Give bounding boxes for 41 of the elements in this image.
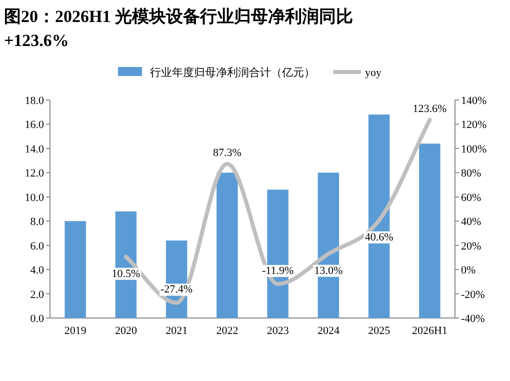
x-tick-label: 2023 — [266, 325, 290, 337]
data-label: 123.6% — [412, 102, 447, 115]
y-tick-label: 18.0 — [24, 95, 44, 107]
y2-tick-label: -40% — [461, 313, 485, 325]
y2-tick-label: 140% — [461, 95, 487, 107]
x-tick-label: 2025 — [368, 325, 391, 337]
data-label: 10.5% — [112, 268, 140, 280]
y-tick-label: 6.0 — [30, 240, 44, 252]
y2-tick-label: 0% — [461, 264, 476, 277]
y-tick-label: 0.0 — [30, 313, 44, 325]
y-tick-label: 16.0 — [24, 119, 44, 132]
x-tick-label: 2020 — [114, 325, 138, 337]
y-tick-label: 10.0 — [24, 192, 44, 204]
bar — [216, 172, 238, 318]
y-tick-label: 8.0 — [30, 216, 44, 228]
data-label: 13.0% — [314, 264, 343, 277]
data-label: -27.4% — [160, 284, 193, 296]
y-tick-label: 4.0 — [30, 264, 44, 277]
data-label: -11.9% — [262, 264, 294, 277]
x-tick-label: 2024 — [317, 325, 340, 337]
y2-tick-label: -20% — [461, 288, 485, 301]
y2-tick-label: 120% — [461, 119, 487, 132]
x-tick-label: 2021 — [166, 325, 188, 337]
legend-label: yoy — [365, 67, 382, 79]
y-tick-label: 14.0 — [24, 143, 44, 156]
y2-tick-label: 100% — [461, 143, 487, 156]
data-label: 87.3% — [212, 146, 242, 159]
x-tick-label: 2022 — [216, 325, 238, 337]
bar — [419, 144, 440, 318]
y-tick-label: 12.0 — [24, 168, 44, 180]
y2-tick-label: 40% — [461, 216, 482, 228]
data-label: 40.6% — [364, 231, 394, 244]
legend-label: 行业年度归母净利润合计（亿元） — [150, 66, 315, 79]
y2-tick-label: 60% — [461, 192, 482, 204]
y2-tick-label: 20% — [461, 240, 482, 252]
x-tick-label: 2019 — [64, 325, 87, 337]
y2-tick-label: 80% — [461, 168, 482, 180]
x-tick-label: 2026H1 — [412, 325, 448, 337]
chart-title: 图20：2026H1 光模块设备行业归母净利润同比+123.6% — [4, 7, 353, 50]
y-tick-label: 2.0 — [30, 288, 44, 301]
bar — [64, 221, 86, 318]
